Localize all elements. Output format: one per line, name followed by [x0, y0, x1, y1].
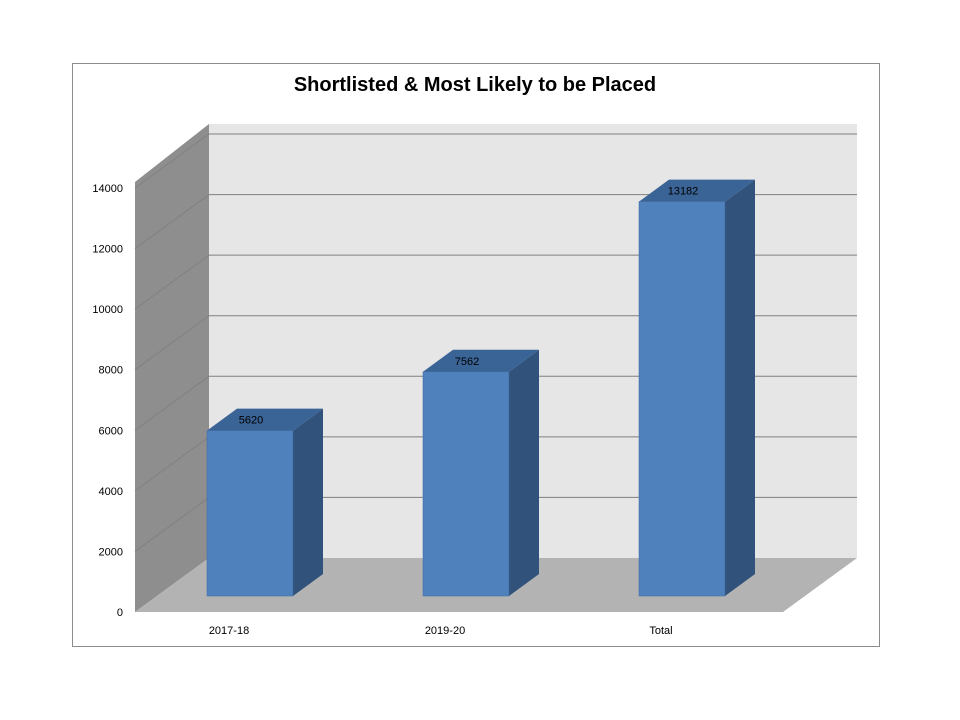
- y-tick-label: 6000: [99, 425, 123, 437]
- gridline: [134, 194, 857, 249]
- data-label: 5620: [239, 415, 263, 427]
- bar: 5620: [206, 408, 323, 597]
- y-tick-label: 4000: [99, 486, 123, 498]
- y-tick-label: 14000: [92, 183, 123, 195]
- chart-title: Shortlisted & Most Likely to be Placed: [293, 74, 657, 96]
- bar-front: [422, 371, 510, 597]
- bar-top: [423, 349, 539, 372]
- bar-top: [639, 179, 755, 202]
- bar-front: [206, 430, 294, 597]
- bar-side: [509, 349, 539, 596]
- bar-side: [293, 408, 323, 596]
- data-label: 7562: [455, 356, 479, 368]
- gridline: [134, 133, 857, 189]
- chart-side-wall: [135, 124, 209, 612]
- bar: 7562: [422, 349, 539, 597]
- y-tick-label: 0: [117, 607, 123, 619]
- bar-top: [207, 408, 323, 431]
- x-tick-label: 2017-18: [209, 625, 249, 637]
- x-tick-label: Total: [649, 625, 672, 637]
- y-tick-label: 2000: [99, 546, 123, 558]
- x-tick-label: 2019-20: [425, 625, 465, 637]
- y-axis-tick-labels: 0 2000 4000 6000 8000 10000 12000 14000: [92, 183, 123, 619]
- bar: 13182: [638, 179, 755, 597]
- y-tick-label: 8000: [99, 365, 123, 377]
- x-axis-tick-labels: 2017-18 2019-20 Total: [209, 625, 673, 637]
- bar-front: [638, 201, 726, 597]
- bars: 5620 7562 13182: [206, 179, 755, 597]
- y-tick-label: 10000: [92, 304, 123, 316]
- y-tick-label: 12000: [92, 244, 123, 256]
- bar-side: [725, 179, 755, 596]
- data-label: 13182: [668, 186, 699, 198]
